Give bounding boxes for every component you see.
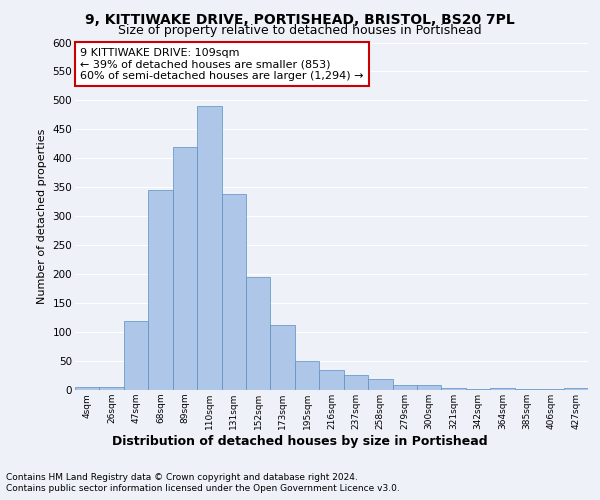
Bar [148, 190, 173, 390]
Bar [490, 388, 515, 390]
Bar [392, 386, 417, 390]
Bar [246, 277, 271, 390]
Bar [100, 387, 124, 390]
Bar [417, 386, 442, 390]
Text: Distribution of detached houses by size in Portishead: Distribution of detached houses by size … [112, 435, 488, 448]
Bar [295, 361, 319, 390]
Text: 9 KITTIWAKE DRIVE: 109sqm
← 39% of detached houses are smaller (853)
60% of semi: 9 KITTIWAKE DRIVE: 109sqm ← 39% of detac… [80, 48, 364, 81]
Text: Contains public sector information licensed under the Open Government Licence v3: Contains public sector information licen… [6, 484, 400, 493]
Bar [563, 388, 588, 390]
Text: 9, KITTIWAKE DRIVE, PORTISHEAD, BRISTOL, BS20 7PL: 9, KITTIWAKE DRIVE, PORTISHEAD, BRISTOL,… [85, 12, 515, 26]
Text: Size of property relative to detached houses in Portishead: Size of property relative to detached ho… [118, 24, 482, 37]
Bar [173, 147, 197, 390]
Bar [344, 375, 368, 390]
Bar [221, 194, 246, 390]
Bar [442, 388, 466, 390]
Y-axis label: Number of detached properties: Number of detached properties [37, 128, 47, 304]
Bar [271, 324, 295, 390]
Bar [124, 320, 148, 390]
Text: Contains HM Land Registry data © Crown copyright and database right 2024.: Contains HM Land Registry data © Crown c… [6, 472, 358, 482]
Bar [197, 106, 221, 390]
Bar [368, 379, 392, 390]
Bar [319, 370, 344, 390]
Bar [75, 387, 100, 390]
Bar [466, 389, 490, 390]
